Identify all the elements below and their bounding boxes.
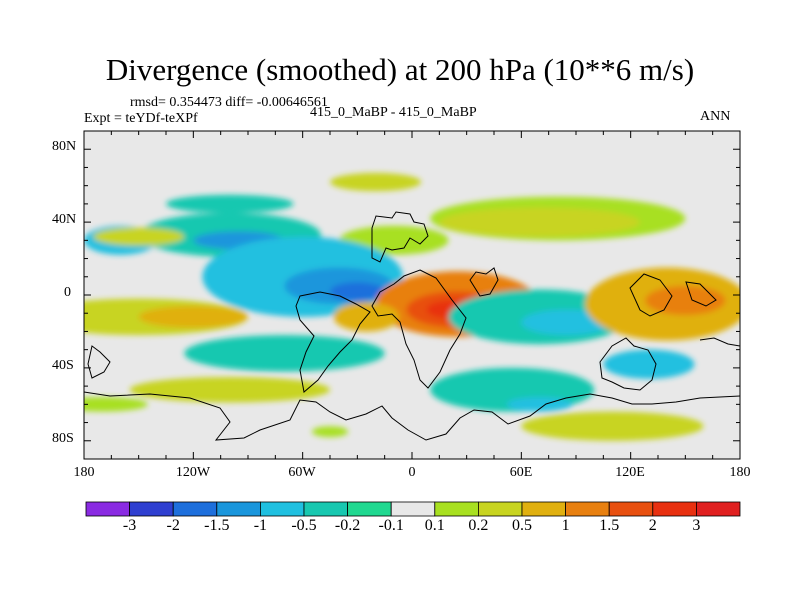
colorbar-label-5: -0.2	[334, 517, 361, 534]
colorbar-swatch-1	[129, 501, 174, 517]
colorbar-swatch-9	[477, 501, 523, 517]
field-contour-25	[84, 397, 148, 412]
field-contour-28	[521, 411, 704, 441]
x-tick-label-60w: 60W	[288, 465, 316, 480]
colorbar-label-0: -3	[122, 517, 137, 534]
colorbar-label-11: 1.5	[599, 517, 620, 534]
season-label: ANN	[700, 109, 731, 124]
colorbar-label-7: 0.1	[424, 517, 445, 534]
colorbar-swatch-14	[696, 501, 741, 517]
field-contour-22	[645, 285, 726, 316]
plot-title: Divergence (smoothed) at 200 hPa (10**6 …	[105, 52, 695, 87]
field-contour-29	[311, 426, 349, 438]
x-tick-label-120w: 120W	[175, 465, 211, 480]
field-contour-7	[93, 227, 185, 246]
colorbar-swatch-10	[521, 501, 566, 517]
colorbar-swatch-6	[347, 501, 392, 517]
field-contour-13	[138, 305, 248, 328]
colorbar-label-9: 0.5	[512, 517, 532, 534]
colorbar-swatch-13	[652, 501, 697, 517]
field-contour-3	[439, 207, 640, 237]
x-tick-label-180w: 180	[73, 465, 95, 480]
colorbar-label-13: 3	[692, 517, 701, 534]
y-tick-label-eq: 0	[64, 285, 71, 300]
colorbar-swatch-5	[303, 501, 348, 517]
coastline-misc	[87, 337, 740, 379]
experiment-label: Expt = teYDf-teXPf	[84, 111, 198, 126]
field-contour-0	[330, 172, 422, 192]
x-tick-label-0: 0	[408, 465, 416, 480]
field-contour-1	[166, 194, 294, 213]
field-contour-24	[129, 377, 330, 403]
field-contour-23	[603, 349, 695, 379]
colorbar-swatch-2	[172, 501, 218, 517]
colorbar-swatch-12	[608, 501, 654, 517]
colorbar-swatch-3	[216, 501, 261, 517]
colorbar-label-6: -0.1	[378, 517, 404, 534]
colorbar-label-12: 2	[648, 517, 657, 534]
coastline-southamerica	[295, 291, 371, 393]
x-tick-label-120e: 120E	[615, 465, 645, 480]
x-tick-label-180e: 180	[729, 465, 751, 480]
colorbar-swatch-8	[434, 501, 479, 517]
coastline-eurasia	[469, 267, 499, 297]
colorbar-swatch-11	[565, 501, 610, 517]
colorbar-label-8: 0.2	[468, 517, 489, 534]
colorbar-label-2: -1.5	[204, 517, 230, 534]
coastline-antarctica	[84, 391, 740, 441]
colorbar-swatch-0	[85, 501, 130, 517]
x-tick-label-60e: 60E	[509, 465, 533, 480]
field-contour-20	[184, 335, 385, 372]
colorbar-label-10: 1	[561, 517, 570, 534]
y-tick-label-80n: 80N	[52, 139, 77, 154]
colorbar-swatch-4	[259, 501, 305, 517]
y-tick-label-40n: 40N	[52, 212, 77, 227]
case-names: 415_0_MaBP - 415_0_MaBP	[310, 105, 477, 120]
colorbar-label-1: -2	[166, 517, 180, 534]
field-contour-11	[330, 282, 385, 301]
y-tick-label-40s: 40S	[52, 358, 74, 373]
colorbar-label-4: -0.5	[291, 517, 317, 534]
coastline-africa	[371, 211, 467, 389]
coastline-indonesia	[629, 273, 717, 317]
y-tick-label-80s: 80S	[52, 431, 74, 446]
coastline-australia	[599, 337, 657, 391]
rmsd-diff-text: rmsd= 0.354473 diff= -0.00646561	[130, 95, 328, 110]
colorbar-label-3: -1	[253, 517, 268, 534]
colorbar-swatch-7	[390, 501, 436, 517]
